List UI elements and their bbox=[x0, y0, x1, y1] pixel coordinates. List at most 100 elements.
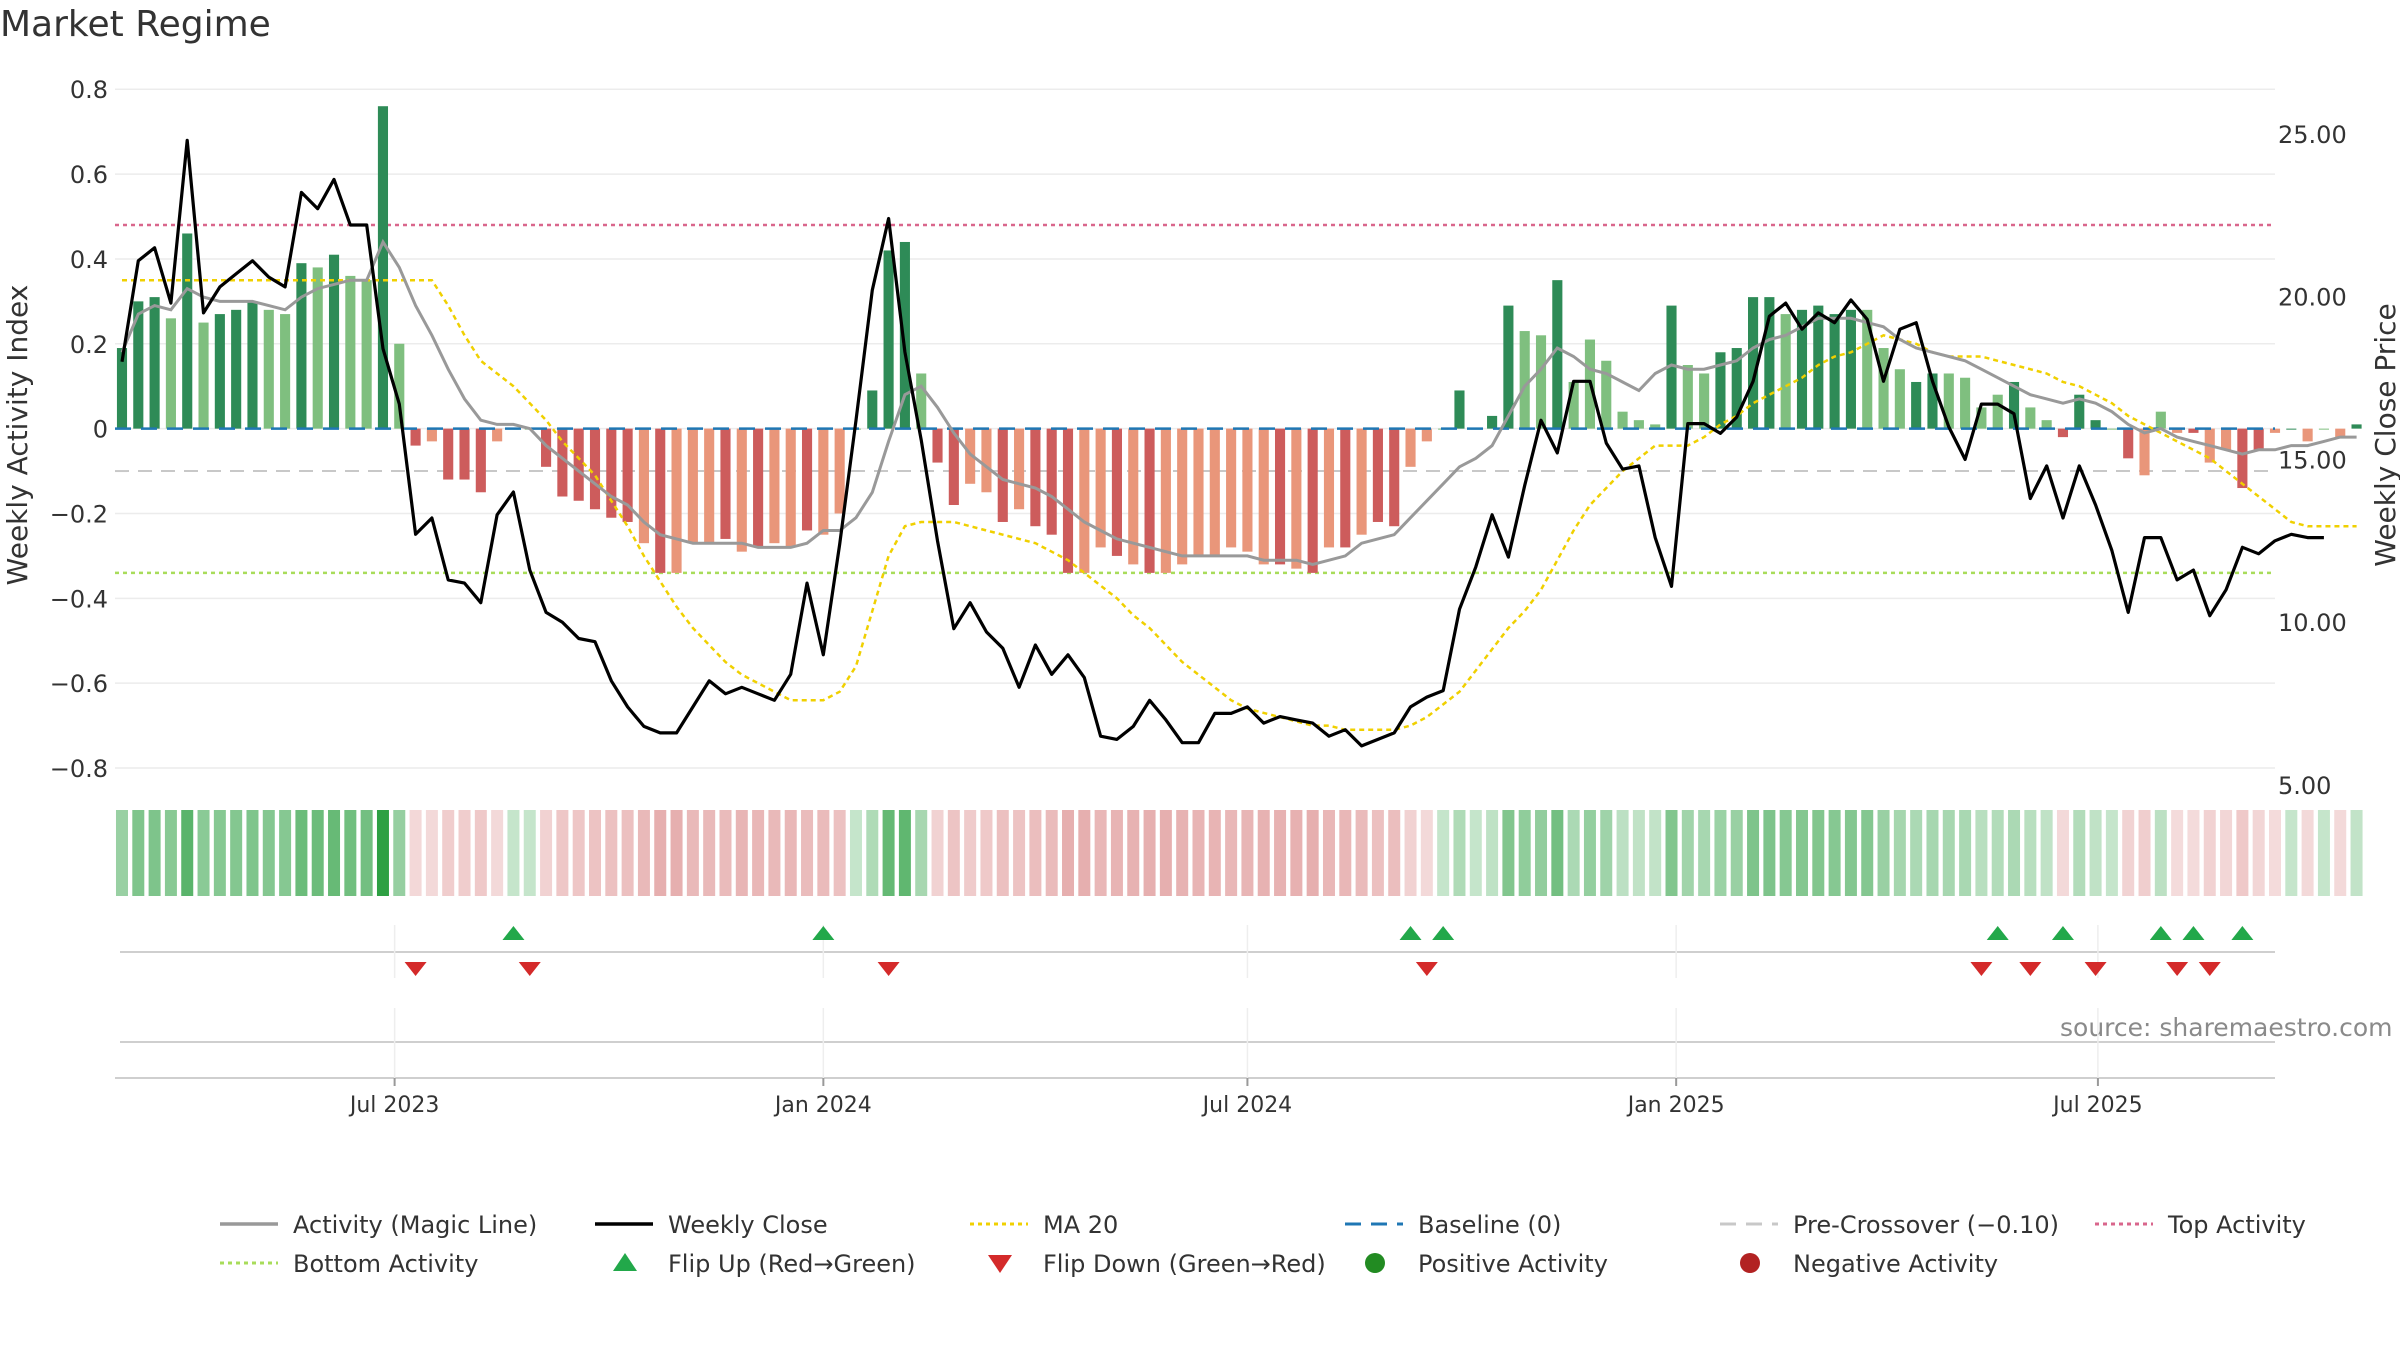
regime-strip-cell bbox=[1404, 810, 1417, 896]
regime-strip-cell bbox=[882, 810, 895, 896]
activity-bar bbox=[165, 318, 176, 429]
regime-strip-cell bbox=[1469, 810, 1482, 896]
activity-bar bbox=[133, 301, 144, 429]
regime-strip-cell bbox=[1518, 810, 1531, 896]
activity-bar bbox=[1062, 428, 1074, 573]
regime-strip-cell bbox=[540, 810, 553, 896]
regime-strip-cell bbox=[589, 810, 601, 896]
activity-bar bbox=[2269, 428, 2281, 433]
activity-bar bbox=[1144, 428, 1155, 573]
regime-strip-cell bbox=[181, 810, 194, 896]
regime-strip-cell bbox=[1241, 810, 1254, 896]
activity-bar bbox=[492, 428, 503, 442]
legend-item: Flip Down (Green→Red) bbox=[988, 1250, 1326, 1278]
regime-strip-cell bbox=[1013, 810, 1026, 896]
legend-swatch bbox=[1365, 1253, 1385, 1273]
regime-strip-cell bbox=[768, 810, 781, 896]
ma20-line bbox=[122, 278, 2357, 732]
regime-strip-cell bbox=[2350, 810, 2363, 896]
activity-bar bbox=[1813, 305, 1824, 429]
activity-bar bbox=[1030, 428, 1041, 527]
y2-axis-label: Weekly Close Price bbox=[2369, 303, 2400, 566]
regime-strip-cell bbox=[833, 810, 846, 896]
activity-bar bbox=[834, 428, 845, 514]
activity-bar bbox=[704, 428, 715, 544]
activity-bar bbox=[720, 428, 731, 539]
activity-bar bbox=[1780, 314, 1791, 429]
regime-strip-cell bbox=[1176, 810, 1189, 896]
activity-bar bbox=[328, 254, 340, 429]
regime-strip-cell bbox=[1453, 810, 1466, 896]
activity-bar bbox=[1845, 309, 1856, 429]
activity-bar bbox=[1943, 373, 1954, 429]
regime-strip-cell bbox=[1094, 810, 1107, 896]
flip-down-marker bbox=[1415, 962, 1438, 976]
legend-item: Negative Activity bbox=[1740, 1250, 1998, 1278]
activity-bar bbox=[1389, 428, 1400, 527]
activity-bar bbox=[1274, 428, 1286, 565]
activity-bar bbox=[541, 428, 552, 467]
activity-bar bbox=[638, 428, 649, 544]
activity-bar bbox=[573, 428, 584, 501]
activity-bar bbox=[655, 428, 666, 573]
activity-bar bbox=[1503, 305, 1514, 429]
regime-strip-cell bbox=[817, 810, 830, 896]
activity-bar bbox=[1128, 428, 1139, 565]
activity-bar bbox=[916, 373, 927, 429]
regime-strip-cell bbox=[686, 810, 699, 896]
regime-strip-cell bbox=[507, 810, 520, 896]
activity-bar bbox=[1535, 335, 1547, 429]
regime-strip-cell bbox=[425, 810, 438, 896]
regime-strip-cell bbox=[246, 810, 259, 896]
regime-strip-cell bbox=[1665, 810, 1678, 896]
y-tick-label: −0.2 bbox=[50, 500, 108, 528]
regime-strip-cell bbox=[605, 810, 618, 896]
activity-bar bbox=[2139, 428, 2150, 476]
activity-bar bbox=[1307, 428, 1318, 573]
regime-strip-cell bbox=[898, 810, 911, 896]
activity-bar bbox=[1421, 428, 1432, 442]
regime-strip-cell bbox=[1812, 810, 1825, 896]
y2-tick-label: 10.00 bbox=[2278, 609, 2347, 637]
activity-bar bbox=[1487, 415, 1498, 429]
activity-bar bbox=[2237, 428, 2248, 489]
activity-bar bbox=[1764, 297, 1775, 429]
x-tick-label: Jan 2024 bbox=[773, 1093, 872, 1118]
activity-bar bbox=[2172, 428, 2183, 433]
activity-bar bbox=[198, 322, 209, 429]
regime-strip-cell bbox=[2105, 810, 2118, 896]
activity-bar bbox=[2008, 381, 2020, 429]
regime-strip-cell bbox=[1208, 810, 1221, 896]
activity-bar bbox=[1014, 428, 1025, 510]
flip-up-marker bbox=[502, 926, 525, 940]
activity-bar bbox=[214, 314, 225, 429]
regime-strip-cell bbox=[1779, 810, 1792, 896]
y-tick-label: −0.6 bbox=[50, 670, 108, 698]
legend-item: Bottom Activity bbox=[220, 1250, 478, 1278]
regime-strip-cell bbox=[1583, 810, 1596, 896]
regime-strip-cell bbox=[360, 810, 373, 896]
activity-bar bbox=[1242, 428, 1253, 552]
regime-strip-cell bbox=[328, 810, 341, 896]
activity-bar bbox=[1226, 428, 1237, 548]
regime-strip-cell bbox=[2285, 810, 2298, 896]
flip-down-marker bbox=[1970, 962, 1993, 976]
activity-bar bbox=[410, 428, 421, 446]
regime-strip-cell bbox=[2040, 810, 2053, 896]
regime-strip-cell bbox=[523, 810, 536, 896]
regime-strip-cell bbox=[1192, 810, 1205, 896]
regime-strip-cell bbox=[1991, 810, 2004, 896]
activity-bar bbox=[1568, 381, 1579, 429]
activity-bar bbox=[557, 428, 568, 497]
legend-label: Flip Up (Red→Green) bbox=[668, 1250, 916, 1278]
regime-strip-cell bbox=[964, 810, 977, 896]
regime-strip-cell bbox=[1600, 810, 1613, 896]
activity-bar bbox=[296, 263, 307, 429]
activity-bar bbox=[1731, 348, 1742, 429]
activity-bar bbox=[1258, 428, 1269, 565]
activity-bar bbox=[231, 309, 242, 429]
regime-strip-cell bbox=[213, 810, 226, 896]
activity-bar bbox=[1095, 428, 1106, 548]
regime-strip-cell bbox=[1502, 810, 1515, 896]
flip-up-marker bbox=[1399, 926, 1422, 940]
